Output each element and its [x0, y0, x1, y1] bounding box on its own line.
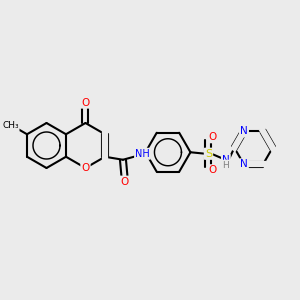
- Text: NH: NH: [135, 149, 150, 159]
- Text: N: N: [240, 159, 248, 169]
- Text: O: O: [81, 163, 90, 173]
- Text: H: H: [223, 161, 229, 170]
- Text: N: N: [240, 126, 248, 136]
- Text: N: N: [240, 126, 248, 136]
- Text: O: O: [81, 98, 90, 108]
- Text: S: S: [205, 149, 212, 159]
- Text: CH₃: CH₃: [2, 122, 19, 130]
- Text: O: O: [209, 132, 217, 142]
- Text: N: N: [222, 155, 230, 165]
- Text: O: O: [120, 177, 129, 187]
- Text: O: O: [209, 165, 217, 175]
